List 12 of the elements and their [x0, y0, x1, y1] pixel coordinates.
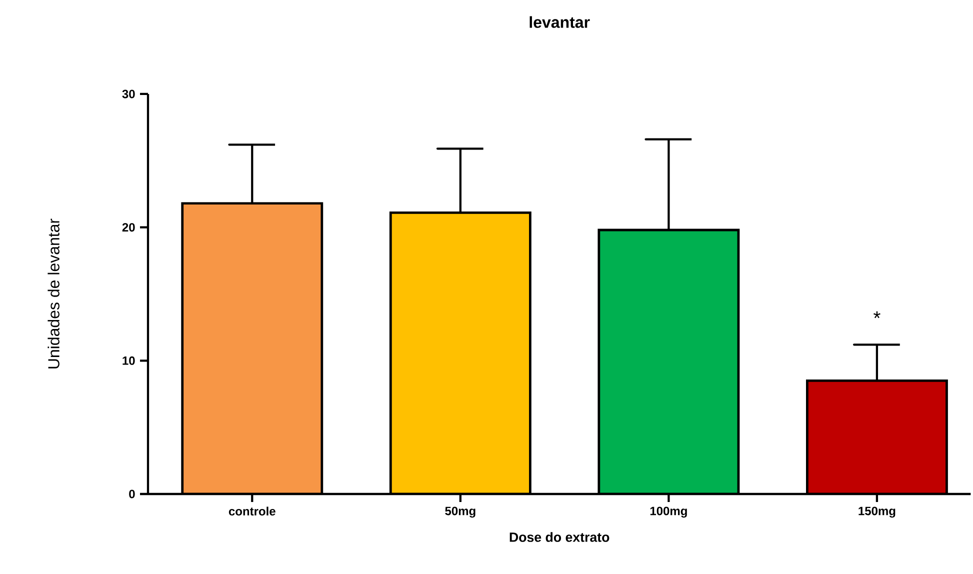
y-tick-label: 10 — [122, 356, 135, 365]
y-axis-title: Unidades de levantar — [48, 218, 60, 368]
x-tick-label: 100mg — [650, 506, 687, 518]
y-tick-label: 0 — [129, 490, 135, 498]
x-axis-title: Dose do extrato — [510, 532, 610, 542]
y-tick-label: 20 — [122, 223, 135, 232]
y-tick-label: 30 — [122, 90, 135, 98]
chart-title: levantar — [530, 16, 590, 28]
x-tick-label: 150mg — [858, 506, 896, 518]
x-tick-label: controle — [228, 506, 276, 516]
annotation: * — [874, 311, 880, 318]
x-tick-label: 50mg — [445, 506, 476, 518]
